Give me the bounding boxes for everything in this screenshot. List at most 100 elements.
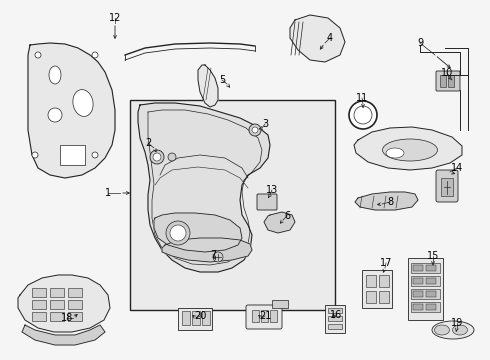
Ellipse shape bbox=[386, 148, 404, 158]
Bar bbox=[252, 310, 259, 322]
Text: 9: 9 bbox=[417, 38, 423, 48]
Ellipse shape bbox=[435, 325, 449, 335]
Bar bbox=[130, 100, 335, 310]
Bar bbox=[426, 304, 436, 310]
Bar bbox=[68, 288, 82, 297]
Bar bbox=[68, 312, 82, 321]
Bar bbox=[413, 304, 423, 310]
Circle shape bbox=[92, 52, 98, 58]
Text: 15: 15 bbox=[427, 251, 439, 261]
Bar bbox=[448, 75, 454, 87]
Bar bbox=[328, 324, 342, 329]
Circle shape bbox=[150, 150, 164, 164]
Text: 17: 17 bbox=[380, 258, 392, 268]
Text: 18: 18 bbox=[61, 313, 73, 323]
Bar bbox=[50, 300, 64, 309]
FancyBboxPatch shape bbox=[436, 170, 458, 202]
Bar bbox=[182, 311, 190, 325]
Circle shape bbox=[92, 152, 98, 158]
FancyBboxPatch shape bbox=[257, 194, 277, 210]
Ellipse shape bbox=[452, 325, 467, 335]
FancyBboxPatch shape bbox=[246, 305, 282, 329]
Bar bbox=[413, 278, 423, 284]
Bar bbox=[32, 300, 46, 309]
Bar bbox=[441, 178, 453, 196]
Circle shape bbox=[249, 124, 261, 136]
Circle shape bbox=[213, 252, 223, 262]
Polygon shape bbox=[355, 192, 418, 210]
Ellipse shape bbox=[49, 66, 61, 84]
Bar bbox=[202, 311, 210, 325]
Text: 16: 16 bbox=[330, 310, 342, 320]
Bar bbox=[50, 312, 64, 321]
Ellipse shape bbox=[73, 90, 93, 116]
Bar bbox=[379, 275, 389, 287]
Polygon shape bbox=[28, 43, 115, 178]
Circle shape bbox=[48, 108, 62, 122]
Polygon shape bbox=[264, 212, 295, 233]
Text: 13: 13 bbox=[266, 185, 278, 195]
Circle shape bbox=[170, 225, 186, 241]
Bar bbox=[270, 310, 277, 322]
Text: 8: 8 bbox=[387, 197, 393, 207]
Text: 19: 19 bbox=[451, 318, 463, 328]
Bar bbox=[328, 316, 342, 321]
Text: 5: 5 bbox=[219, 75, 225, 85]
Polygon shape bbox=[354, 127, 462, 170]
Polygon shape bbox=[162, 238, 252, 262]
Bar bbox=[440, 75, 446, 87]
Bar bbox=[261, 310, 268, 322]
Bar bbox=[60, 145, 85, 165]
Text: 3: 3 bbox=[262, 119, 268, 129]
Bar bbox=[32, 288, 46, 297]
Circle shape bbox=[354, 106, 372, 124]
Polygon shape bbox=[154, 213, 242, 252]
Circle shape bbox=[35, 52, 41, 58]
Bar bbox=[426, 291, 436, 297]
Bar bbox=[366, 291, 376, 303]
Bar bbox=[192, 311, 200, 325]
Text: 1: 1 bbox=[105, 188, 111, 198]
Circle shape bbox=[166, 221, 190, 245]
Text: 20: 20 bbox=[194, 311, 206, 321]
Bar bbox=[68, 300, 82, 309]
Text: 6: 6 bbox=[284, 211, 290, 221]
FancyBboxPatch shape bbox=[436, 71, 460, 91]
Bar bbox=[328, 308, 342, 313]
Circle shape bbox=[153, 153, 161, 161]
Bar bbox=[408, 258, 443, 320]
Ellipse shape bbox=[383, 139, 438, 161]
Text: 7: 7 bbox=[210, 250, 216, 260]
Bar bbox=[426, 265, 436, 271]
Bar bbox=[366, 275, 376, 287]
Circle shape bbox=[32, 152, 38, 158]
Bar bbox=[413, 265, 423, 271]
Text: 11: 11 bbox=[356, 93, 368, 103]
Bar bbox=[178, 308, 212, 330]
Bar bbox=[272, 300, 288, 308]
Text: 10: 10 bbox=[441, 68, 453, 78]
Polygon shape bbox=[290, 15, 345, 62]
Bar bbox=[411, 289, 440, 299]
Bar bbox=[426, 278, 436, 284]
Polygon shape bbox=[198, 65, 218, 107]
Bar bbox=[411, 302, 440, 312]
Circle shape bbox=[349, 101, 377, 129]
Bar bbox=[325, 305, 345, 333]
Bar bbox=[411, 263, 440, 273]
Circle shape bbox=[252, 127, 258, 133]
Ellipse shape bbox=[432, 321, 474, 339]
Bar bbox=[379, 291, 389, 303]
Bar bbox=[50, 288, 64, 297]
Text: 21: 21 bbox=[259, 311, 271, 321]
Polygon shape bbox=[138, 103, 270, 272]
Polygon shape bbox=[18, 275, 110, 332]
Bar bbox=[32, 312, 46, 321]
Text: 4: 4 bbox=[327, 33, 333, 43]
Bar bbox=[411, 276, 440, 286]
Text: 14: 14 bbox=[451, 163, 463, 173]
Bar bbox=[362, 270, 392, 308]
Text: 2: 2 bbox=[145, 138, 151, 148]
Polygon shape bbox=[22, 325, 105, 345]
Text: 12: 12 bbox=[109, 13, 121, 23]
